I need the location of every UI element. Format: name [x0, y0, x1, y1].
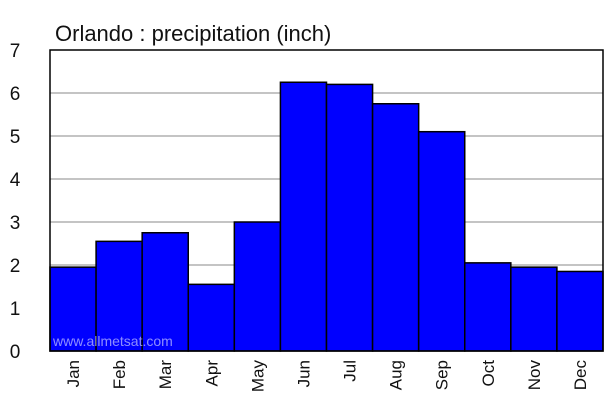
- y-tick-label: 0: [10, 342, 21, 363]
- x-tick-label-oct: Oct: [479, 360, 498, 387]
- y-tick-label: 6: [10, 84, 21, 105]
- bar-sep: [417, 130, 466, 352]
- bar-nov: [510, 266, 558, 352]
- x-tick-label-mar: Mar: [156, 360, 175, 390]
- x-tick-label-dec: Dec: [571, 360, 590, 391]
- x-tick-label-nov: Nov: [525, 360, 544, 391]
- y-axis-ticks: 0 1 2 3 4 5 6 7: [10, 41, 21, 363]
- x-tick-label-apr: Apr: [202, 360, 221, 387]
- bar-aug: [371, 103, 420, 352]
- x-axis-ticks: Jan Feb Mar Apr May Jun Jul Aug Sep Oct Nov Dec: [64, 360, 590, 393]
- y-tick-label: 4: [10, 170, 21, 191]
- x-tick-label-sep: Sep: [433, 360, 452, 390]
- y-tick-label: 1: [10, 299, 21, 320]
- y-tick-label: 7: [10, 41, 21, 62]
- x-tick-label-jun: Jun: [294, 360, 313, 387]
- bar-jul: [325, 83, 374, 352]
- bars: [49, 81, 604, 352]
- x-tick-label-aug: Aug: [387, 360, 406, 390]
- x-tick-label-jul: Jul: [341, 360, 360, 382]
- x-tick-label-jan: Jan: [64, 360, 83, 387]
- chart-title: Orlando : precipitation (inch): [55, 21, 331, 46]
- watermark: www.allmetsat.com: [52, 333, 173, 349]
- bar-dec: [556, 270, 604, 352]
- y-tick-label: 5: [10, 127, 21, 148]
- y-tick-label: 2: [10, 256, 21, 277]
- x-tick-label-feb: Feb: [110, 360, 129, 389]
- bar-oct: [464, 262, 512, 352]
- bar-jun: [279, 81, 328, 352]
- x-tick-label-may: May: [248, 360, 267, 393]
- bar-may: [233, 221, 282, 352]
- plot-frame: [49, 49, 604, 352]
- bar-apr: [187, 283, 236, 352]
- y-tick-label: 3: [10, 213, 21, 234]
